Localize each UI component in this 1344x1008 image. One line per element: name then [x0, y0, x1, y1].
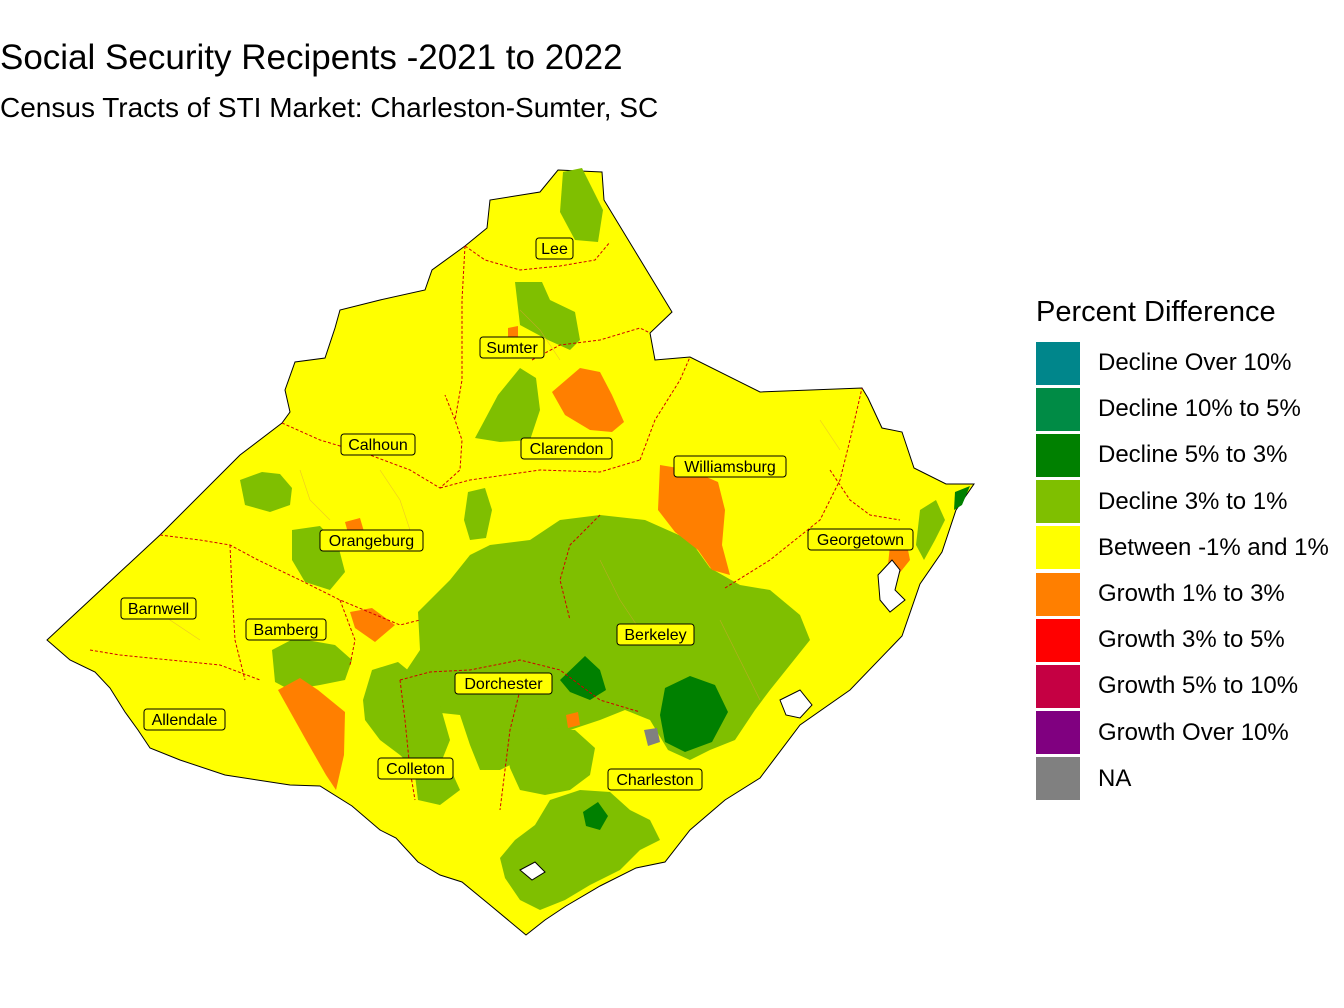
legend-swatch	[1036, 433, 1080, 477]
legend-swatch	[1036, 526, 1080, 570]
county-label-colleton: Colleton	[377, 757, 454, 780]
na-tract	[644, 728, 660, 746]
svg-text:Orangeburg: Orangeburg	[329, 533, 414, 550]
legend-items: Decline Over 10% Decline 10% to 5% Decline…	[1036, 340, 1329, 802]
county-label-lee: Lee	[535, 237, 574, 260]
county-label-bamberg: Bamberg	[245, 618, 327, 641]
legend-label: Growth 5% to 10%	[1098, 672, 1299, 700]
county-label-charleston: Charleston	[607, 768, 703, 791]
county-boundaries	[89, 241, 901, 811]
svg-text:Charleston: Charleston	[616, 772, 693, 789]
svg-text:Williamsburg: Williamsburg	[684, 459, 776, 476]
county-label-sumter: Sumter	[479, 336, 545, 359]
county-label-williamsburg: Williamsburg	[673, 455, 787, 478]
county-label-georgetown: Georgetown	[807, 528, 914, 551]
legend-swatch	[1036, 618, 1080, 662]
county-labels: Lee Sumter Calhoun Clarendon Williamsbur…	[120, 237, 914, 791]
legend-title: Percent Difference	[1036, 296, 1276, 328]
legend-item: Between -1% and 1%	[1036, 525, 1329, 571]
legend-item: NA	[1036, 756, 1329, 802]
legend-swatch	[1036, 387, 1080, 431]
legend-swatch	[1036, 711, 1080, 755]
county-label-barnwell: Barnwell	[120, 597, 197, 620]
svg-text:Lee: Lee	[541, 241, 568, 258]
svg-text:Bamberg: Bamberg	[254, 622, 319, 639]
legend-item: Growth 3% to 5%	[1036, 617, 1329, 663]
legend-label: Growth 1% to 3%	[1098, 580, 1285, 608]
legend-label: Decline 3% to 1%	[1098, 487, 1288, 515]
svg-text:Barnwell: Barnwell	[128, 601, 189, 618]
legend-item: Decline 5% to 3%	[1036, 432, 1329, 478]
legend-swatch	[1036, 664, 1080, 708]
county-label-orangeburg: Orangeburg	[319, 529, 424, 552]
svg-text:Calhoun: Calhoun	[348, 437, 408, 454]
legend-swatch	[1036, 572, 1080, 616]
legend-label: Growth Over 10%	[1098, 718, 1289, 746]
decline-5-to-3-tracts	[560, 486, 970, 830]
legend-swatch	[1036, 341, 1080, 385]
svg-text:Berkeley: Berkeley	[624, 627, 686, 644]
county-label-allendale: Allendale	[143, 708, 226, 731]
legend-label: Decline 5% to 3%	[1098, 441, 1288, 469]
legend-label: NA	[1098, 764, 1132, 792]
legend-item: Growth Over 10%	[1036, 710, 1329, 756]
tract-boundaries	[149, 309, 841, 701]
county-label-clarendon: Clarendon	[520, 437, 613, 460]
legend-item: Decline 10% to 5%	[1036, 386, 1329, 432]
svg-text:Georgetown: Georgetown	[817, 532, 904, 549]
legend-swatch	[1036, 757, 1080, 801]
map-subtitle: Census Tracts of STI Market: Charleston-…	[0, 92, 659, 123]
growth-1-to-3-tracts	[278, 326, 910, 790]
legend-item: Decline Over 10%	[1036, 340, 1329, 386]
svg-text:Allendale: Allendale	[152, 712, 218, 729]
coastal-water	[519, 559, 906, 881]
legend-swatch	[1036, 480, 1080, 524]
county-label-dorchester: Dorchester	[454, 672, 553, 695]
map-title: Social Security Recipents -2021 to 2022	[0, 38, 623, 77]
legend-item: Growth 5% to 10%	[1036, 663, 1329, 709]
legend: Percent Difference Decline Over 10% Decli…	[1036, 296, 1329, 802]
svg-text:Colleton: Colleton	[386, 761, 445, 778]
legend-label: Growth 3% to 5%	[1098, 626, 1285, 654]
legend-label: Decline 10% to 5%	[1098, 395, 1301, 423]
svg-text:Clarendon: Clarendon	[530, 441, 604, 458]
svg-text:Sumter: Sumter	[486, 340, 538, 357]
legend-label: Decline Over 10%	[1098, 349, 1292, 377]
legend-label: Between -1% and 1%	[1098, 533, 1329, 561]
legend-item: Decline 3% to 1%	[1036, 479, 1329, 525]
county-label-calhoun: Calhoun	[340, 433, 416, 456]
svg-text:Dorchester: Dorchester	[464, 676, 543, 693]
county-label-berkeley: Berkeley	[616, 623, 695, 646]
legend-item: Growth 1% to 3%	[1036, 571, 1329, 617]
